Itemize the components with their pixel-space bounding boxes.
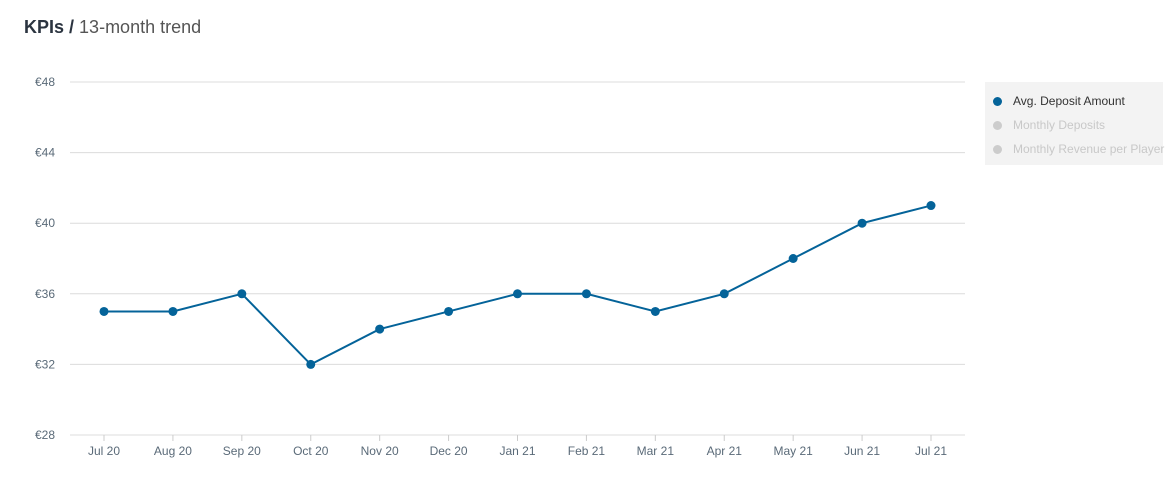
- x-tick-label: Jan 21: [499, 444, 535, 458]
- data-point: [581, 289, 591, 299]
- title-bold: KPIs /: [24, 17, 75, 37]
- x-tick-label: Oct 20: [293, 444, 329, 458]
- data-point: [168, 306, 178, 316]
- page-title: KPIs / 13-month trend: [24, 17, 201, 38]
- legend-dot-icon: [993, 144, 1002, 154]
- y-tick-label: €36: [35, 287, 55, 301]
- data-point: [237, 289, 247, 299]
- y-tick-label: €32: [35, 357, 55, 371]
- y-tick-label: €28: [35, 428, 55, 442]
- x-tick-label: Feb 21: [568, 444, 606, 458]
- legend-item-avg-deposit[interactable]: Avg. Deposit Amount: [993, 94, 1125, 108]
- x-tick-label: Aug 20: [154, 444, 192, 458]
- series-line: [104, 204, 932, 366]
- y-tick-label: €40: [35, 216, 55, 230]
- y-tick-label: €48: [35, 75, 55, 89]
- legend-dot-icon: [993, 120, 1002, 130]
- data-point: [788, 254, 798, 263]
- legend-label: Avg. Deposit Amount: [1013, 94, 1125, 108]
- legend: Avg. Deposit Amount Monthly Deposits Mon…: [985, 82, 1164, 165]
- line-chart: €28 €32 €36 €40 €44 €48 Jul 20 Aug 20 Sep 20 Oct …: [35, 75, 965, 458]
- legend-label: Monthly Deposits: [1013, 118, 1106, 132]
- data-point: [99, 306, 109, 316]
- data-point: [719, 289, 729, 299]
- x-tick-label: Jul 20: [88, 444, 120, 458]
- x-tick-label: Jul 21: [915, 444, 947, 458]
- x-tick-label: Apr 21: [707, 444, 743, 458]
- data-point: [513, 289, 522, 299]
- data-point: [375, 324, 385, 334]
- x-tick-label: Mar 21: [637, 444, 675, 458]
- data-point: [857, 218, 867, 228]
- data-point: [650, 306, 660, 316]
- x-tick-label: Dec 20: [430, 444, 468, 458]
- data-point: [926, 201, 936, 211]
- x-tick-label: May 21: [773, 444, 813, 458]
- x-tick-label: Nov 20: [361, 444, 399, 458]
- legend-item-revenue-per-player[interactable]: Monthly Revenue per Player: [993, 142, 1164, 156]
- x-tick-label: Jun 21: [844, 444, 880, 458]
- legend-dot-icon: [993, 96, 1002, 106]
- legend-label: Monthly Revenue per Player: [1013, 142, 1165, 156]
- data-point: [306, 359, 316, 369]
- title-subtitle: 13-month trend: [79, 17, 202, 37]
- legend-item-monthly-deposits[interactable]: Monthly Deposits: [993, 118, 1105, 132]
- data-point: [444, 306, 454, 316]
- y-tick-label: €44: [35, 146, 55, 160]
- x-tick-label: Sep 20: [223, 444, 261, 458]
